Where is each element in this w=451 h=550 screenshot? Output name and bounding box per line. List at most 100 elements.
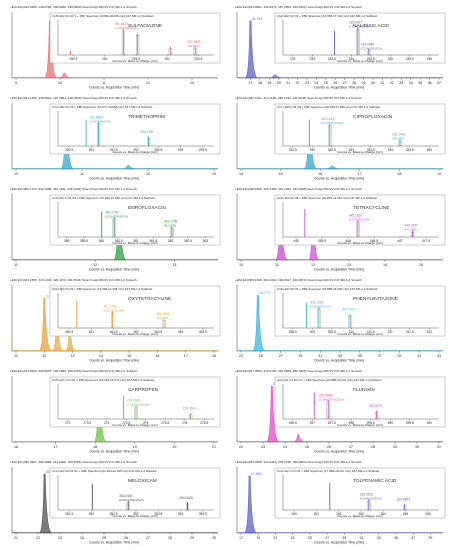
ms-x-tick-label: 308.5 xyxy=(289,330,297,334)
ms-x-tick-label: 310 xyxy=(349,330,355,334)
ms-mass-label: 352.0464 xyxy=(119,494,133,498)
mass-spectrum-header: C17 H18 F N3 O3 + FBF Spectrum (15.628-1… xyxy=(277,105,380,109)
ms-mass-label: 332.1413 xyxy=(321,117,335,121)
x-tick-label: 17 xyxy=(239,536,243,540)
x-tick-label: 29 xyxy=(298,354,302,358)
ms-x-axis-label: Counts vs. Mass-to-Charge (m/z) xyxy=(337,59,383,63)
ms-x-tick-label: 274.5 xyxy=(122,421,130,425)
ms-x-tick-label: 333.5 xyxy=(367,148,375,152)
ms-x-axis-label: Counts vs. Mass-to-Charge (m/z) xyxy=(112,150,158,154)
x-tick-label: 23 xyxy=(58,536,62,540)
chromatogram-header: +ESI EIC(233.0921, 216.0976, 187.0553, 1… xyxy=(235,5,362,9)
ms-x-axis-label: Counts vs. Mass-to-Charge (m/z) xyxy=(112,423,158,427)
ms-x-tick-label: 291.5 xyxy=(110,148,118,152)
ms-x-tick-label: 462.5 xyxy=(154,330,162,334)
x-tick-label: 24 xyxy=(283,445,287,449)
x-tick-label: 35 xyxy=(358,354,362,358)
ms-mass-label: 262.0519 xyxy=(360,493,374,497)
x-tick-label: 12 xyxy=(146,81,150,85)
ms-formula-label: [C12H12N2O3]+ xyxy=(361,46,383,50)
mass-spectrum-header: C15 H12 Cl N O2 + FBF Spectrum (18.229-1… xyxy=(52,378,154,382)
ms-x-tick-label: 311 xyxy=(388,330,393,334)
x-axis-label: Counts vs. Acquisition Time (min) xyxy=(89,177,139,181)
ms-x-tick-label: 260 xyxy=(291,512,297,516)
ms-x-tick-label: 299 xyxy=(388,421,394,425)
ms-isotope-box xyxy=(375,412,379,420)
x-tick-label: 29 xyxy=(342,536,346,540)
ms-mass-label: 354.0425 xyxy=(179,496,193,500)
x-tick-label: 18 xyxy=(258,81,262,85)
ms-isotope-box xyxy=(168,48,172,56)
chart-panel-12: +ESI EIC(262.0528, 244.0418, 209.0728, 1… xyxy=(235,460,446,545)
x-tick-label: 13 xyxy=(190,81,194,85)
compound-name: ENROFLOXACIN xyxy=(128,205,166,211)
ms-x-tick-label: 352.5 xyxy=(110,512,118,516)
mass-spectrum-inset xyxy=(49,376,221,428)
mass-spectrum-header: C14 H11 F3 N2 O2 + FBF Spectrum (20.985-… xyxy=(277,378,382,382)
ms-x-tick-label: 446.5 xyxy=(370,239,378,243)
x-tick-label: 10 xyxy=(239,263,243,267)
chart-panel-9: +ESI EIC(274.0633, 228.0578, 193.0890, 1… xyxy=(10,369,221,454)
ms-x-tick-label: 353.5 xyxy=(154,512,162,516)
ms-x-tick-label: 363 xyxy=(203,239,209,243)
x-axis-label: Counts vs. Acquisition Time (min) xyxy=(89,359,139,363)
mass-spectrum-inset xyxy=(274,376,446,428)
ms-isotope-box xyxy=(189,414,193,420)
ms-x-tick-label: 360 xyxy=(99,239,105,243)
x-tick-label: 39 xyxy=(397,354,401,358)
x-tick-label: 11 xyxy=(80,172,84,176)
compound-name: CIPROFLOXACIN xyxy=(353,114,393,120)
ms-mass-label: 446.1637 xyxy=(404,224,418,228)
compound-name: TETRACYCLINE xyxy=(353,205,390,211)
ms-x-tick-label: 293.5 xyxy=(199,148,207,152)
mass-spectrum-header: C14 H13 N3 O4 S2 + FBF Spectrum (22.203-… xyxy=(52,469,157,473)
x-tick-label: 33 xyxy=(377,536,381,540)
compound-name: PHENYLBUTAZONE xyxy=(353,296,398,302)
x-tick-label: 30 xyxy=(371,81,375,85)
ms-formula-label: [C12H12N2O3]+ xyxy=(349,25,371,29)
ms-mass-label: 309.1595 xyxy=(310,300,324,304)
ms-x-tick-label: 463.5 xyxy=(199,330,207,334)
ms-isotope-box xyxy=(162,320,166,329)
ms-x-tick-label: 234.5 xyxy=(367,57,375,61)
x-axis-label: Counts vs. Acquisition Time (min) xyxy=(89,86,139,90)
chromatogram-header: +ESI EIC(461.1555, 443.1449, 426.1179, 2… xyxy=(10,278,137,282)
x-tick-label: 35 xyxy=(418,81,422,85)
chromatogram-header: +ESI EIC(291.1452, 245.0929, 123.0661, 1… xyxy=(10,96,137,100)
ms-mass-label: 361.1758 xyxy=(164,220,178,224)
x-tick-label: 17 xyxy=(248,81,252,85)
chart-panel-11: +ESI EIC(352.0367, 186.0988, 214.0006, 2… xyxy=(10,460,221,545)
mass-spectrum-header: C18 H14 N4 O4 S + FBF Spectrum (9.659-10… xyxy=(52,14,154,18)
ms-mass-label: 445.1610 xyxy=(349,213,363,217)
chromatogram-header: +ESI EIC(309.1598, 252.1010, 190.0917, 1… xyxy=(235,278,362,282)
x-tick-label: 20 xyxy=(277,81,281,85)
x-tick-label: 18 xyxy=(397,172,401,176)
x-axis-label: Counts vs. Acquisition Time (min) xyxy=(314,359,364,363)
ms-isotope-box xyxy=(146,138,151,147)
ms-x-tick-label: 332 xyxy=(310,148,316,152)
x-tick-label: 12 xyxy=(146,172,150,176)
x-tick-label: 16 xyxy=(318,172,322,176)
ms-x-tick-label: 309.5 xyxy=(328,330,336,334)
mass-spectrum-inset xyxy=(49,12,221,64)
x-tick-label: 23 xyxy=(261,445,265,449)
x-tick-label: 28 xyxy=(352,81,356,85)
x-tick-label: 9 xyxy=(15,81,17,85)
ms-mass-label: 276.0604 xyxy=(183,406,197,410)
peak-retention-label: 24.774 xyxy=(259,291,270,295)
x-tick-label: 29 xyxy=(393,445,397,449)
x-tick-label: 28 xyxy=(168,536,172,540)
ms-x-axis-label: Counts vs. Mass-to-Charge (m/z) xyxy=(112,514,158,518)
ms-x-tick-label: 311.5 xyxy=(406,330,414,334)
ms-isotope-box xyxy=(356,28,360,56)
ms-x-tick-label: 361.5 xyxy=(149,239,157,243)
ms-x-tick-label: 359.5 xyxy=(80,239,88,243)
mass-spectrum-header: C14 H12 Cl N O2 + FBF Spectrum (17.889-1… xyxy=(277,469,379,473)
x-tick-label: 22 xyxy=(296,81,300,85)
ms-formula-label: 447.1664 xyxy=(404,228,416,232)
x-axis-label: Counts vs. Acquisition Time (min) xyxy=(89,450,139,454)
x-tick-label: 21 xyxy=(273,536,277,540)
chromatogram-header: +ESI EIC(329.0255, 148.0794, 180.9669, 1… xyxy=(10,5,137,9)
ms-isotope-box xyxy=(328,125,332,147)
compound-name: NALIDIXIC ACID xyxy=(353,23,390,29)
